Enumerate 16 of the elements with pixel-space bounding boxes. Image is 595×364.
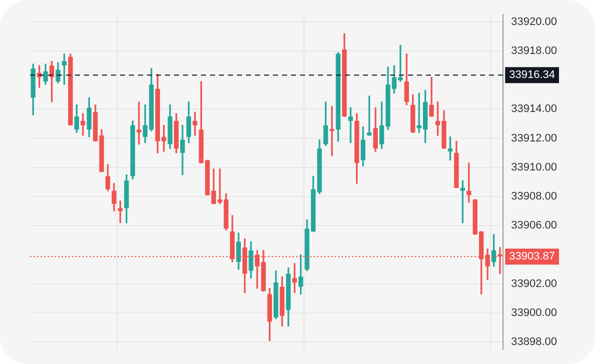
y-tick-label: 33910.00 — [511, 161, 558, 174]
y-tick-label: 33912.00 — [511, 132, 558, 144]
candlestick — [330, 106, 334, 156]
y-tick-label: 33906.00 — [511, 220, 558, 232]
candlestick — [292, 263, 297, 293]
y-tick-label: 33914.00 — [511, 103, 558, 116]
y-tick-label: 33908.00 — [511, 190, 558, 203]
candlestick — [136, 102, 142, 144]
ref-line-label: 33916.34 — [509, 69, 556, 82]
y-tick-label: 33920.00 — [511, 16, 558, 28]
ref-line-label: 33903.87 — [509, 250, 556, 263]
y-tick-label: 33900.00 — [511, 307, 558, 320]
y-tick-label: 33898.00 — [511, 336, 558, 348]
y-tick-label: 33918.00 — [511, 45, 558, 58]
y-tick-label: 33902.00 — [511, 278, 558, 290]
candlestick — [192, 112, 198, 136]
